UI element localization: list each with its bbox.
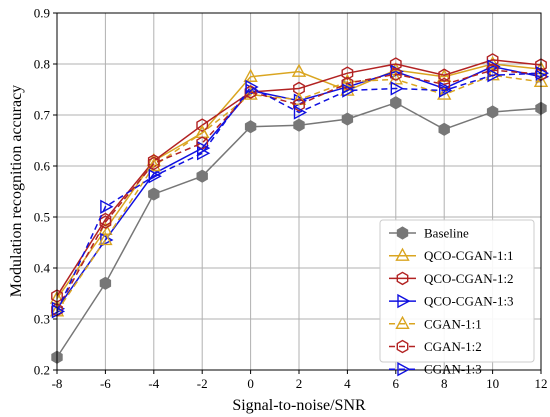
x-tick-label: 10 (486, 376, 499, 391)
series-line (56, 74, 542, 312)
data-point (146, 157, 161, 172)
series-line (56, 72, 542, 312)
legend-label: CGAN-1:2 (424, 339, 482, 354)
data-point (293, 105, 308, 120)
data-point (390, 81, 404, 96)
series-line (56, 59, 542, 297)
data-point (389, 57, 402, 71)
y-tick-label: 0.4 (34, 261, 51, 276)
legend-entry-3: QCO-CGAN-1:3 (389, 294, 514, 309)
y-tick-label: 0.3 (34, 312, 50, 327)
data-point (196, 118, 209, 133)
x-tick-label: 6 (393, 376, 400, 391)
series-layer (49, 53, 550, 364)
x-tick-label: 8 (441, 376, 448, 391)
legend: Baseline QCO-CGAN-1:1 QCO-CGAN-1:2 QCO-CGAN… (379, 219, 535, 377)
y-tick-label: 0.6 (34, 159, 51, 174)
legend-entry-4: CGAN-1:1 (389, 315, 482, 331)
data-point (390, 96, 402, 110)
series-0 (51, 96, 547, 364)
x-tick-label: 12 (535, 376, 548, 391)
data-point (196, 146, 211, 161)
data-point (51, 304, 66, 319)
data-point (486, 105, 499, 119)
data-point (147, 156, 160, 171)
data-point (245, 79, 259, 95)
y-tick-label: 0.5 (34, 210, 50, 225)
y-tick-label: 0.9 (34, 6, 50, 21)
legend-label: Baseline (424, 226, 469, 241)
data-point (439, 83, 453, 98)
data-point (148, 187, 160, 201)
data-point (98, 231, 113, 246)
data-point (487, 68, 501, 83)
legend-label: QCO-CGAN-1:3 (424, 294, 514, 309)
legend-entry-5: CGAN-1:2 (389, 339, 482, 354)
data-point (99, 276, 112, 290)
data-point (100, 199, 114, 214)
y-tick-label: 0.7 (34, 108, 51, 123)
legend-label: QCO-CGAN-1:1 (424, 248, 514, 263)
legend-entry-6: CGAN-1:3 (389, 362, 482, 377)
plot-frame (56, 12, 542, 371)
legend-entry-0: Baseline (389, 226, 469, 241)
x-tick-labels: -8 -6 -4 -2 0 2 4 6 8 10 12 (52, 376, 548, 391)
x-tick-label: 2 (296, 376, 303, 391)
data-point (437, 86, 452, 100)
x-tick-label: -2 (197, 376, 208, 391)
data-point (535, 66, 550, 81)
data-point (291, 63, 307, 77)
series-6 (51, 66, 550, 319)
legend-marker (395, 315, 410, 329)
legend-label: CGAN-1:1 (424, 316, 482, 331)
data-point (389, 67, 402, 82)
x-tick-label: -4 (148, 376, 159, 391)
data-point (293, 97, 305, 112)
x-tick-label: -8 (52, 376, 63, 391)
data-point (244, 120, 257, 134)
legend-entry-2: QCO-CGAN-1:2 (389, 271, 514, 286)
legend-box (379, 219, 535, 363)
data-point (148, 169, 162, 184)
data-point (438, 68, 451, 83)
y-tick-label: 0.8 (34, 57, 50, 72)
legend-marker (397, 293, 411, 309)
data-point (341, 112, 354, 126)
legend-marker (397, 362, 411, 377)
data-point (291, 91, 307, 105)
legend-marker (395, 247, 410, 261)
x-tick-label: -6 (100, 376, 111, 391)
x-tick-label: 4 (344, 376, 351, 391)
x-axis-label: Signal-to-noise/SNR (232, 397, 366, 414)
data-point (341, 66, 354, 80)
data-point (293, 118, 305, 132)
legend-marker (396, 271, 409, 286)
data-point (243, 68, 258, 82)
legend-label: QCO-CGAN-1:2 (424, 271, 514, 286)
legend-entry-1: QCO-CGAN-1:1 (389, 247, 514, 263)
series-line (56, 69, 542, 311)
y-tick-label: 0.2 (34, 363, 50, 378)
legend-label: CGAN-1:3 (424, 362, 482, 377)
data-point (342, 83, 356, 98)
data-point (486, 63, 499, 77)
x-tick-label: 0 (247, 376, 254, 391)
y-tick-labels: 0.2 0.3 0.4 0.5 0.6 0.7 0.8 0.9 (34, 6, 51, 378)
series-line (56, 65, 542, 310)
data-point (438, 122, 450, 136)
data-point (341, 76, 354, 91)
legend-marker (396, 226, 409, 240)
data-point (196, 169, 208, 183)
data-point (100, 232, 114, 248)
legend-marker (396, 339, 409, 354)
y-axis-label: Modulation recognition accuracy (8, 85, 25, 297)
